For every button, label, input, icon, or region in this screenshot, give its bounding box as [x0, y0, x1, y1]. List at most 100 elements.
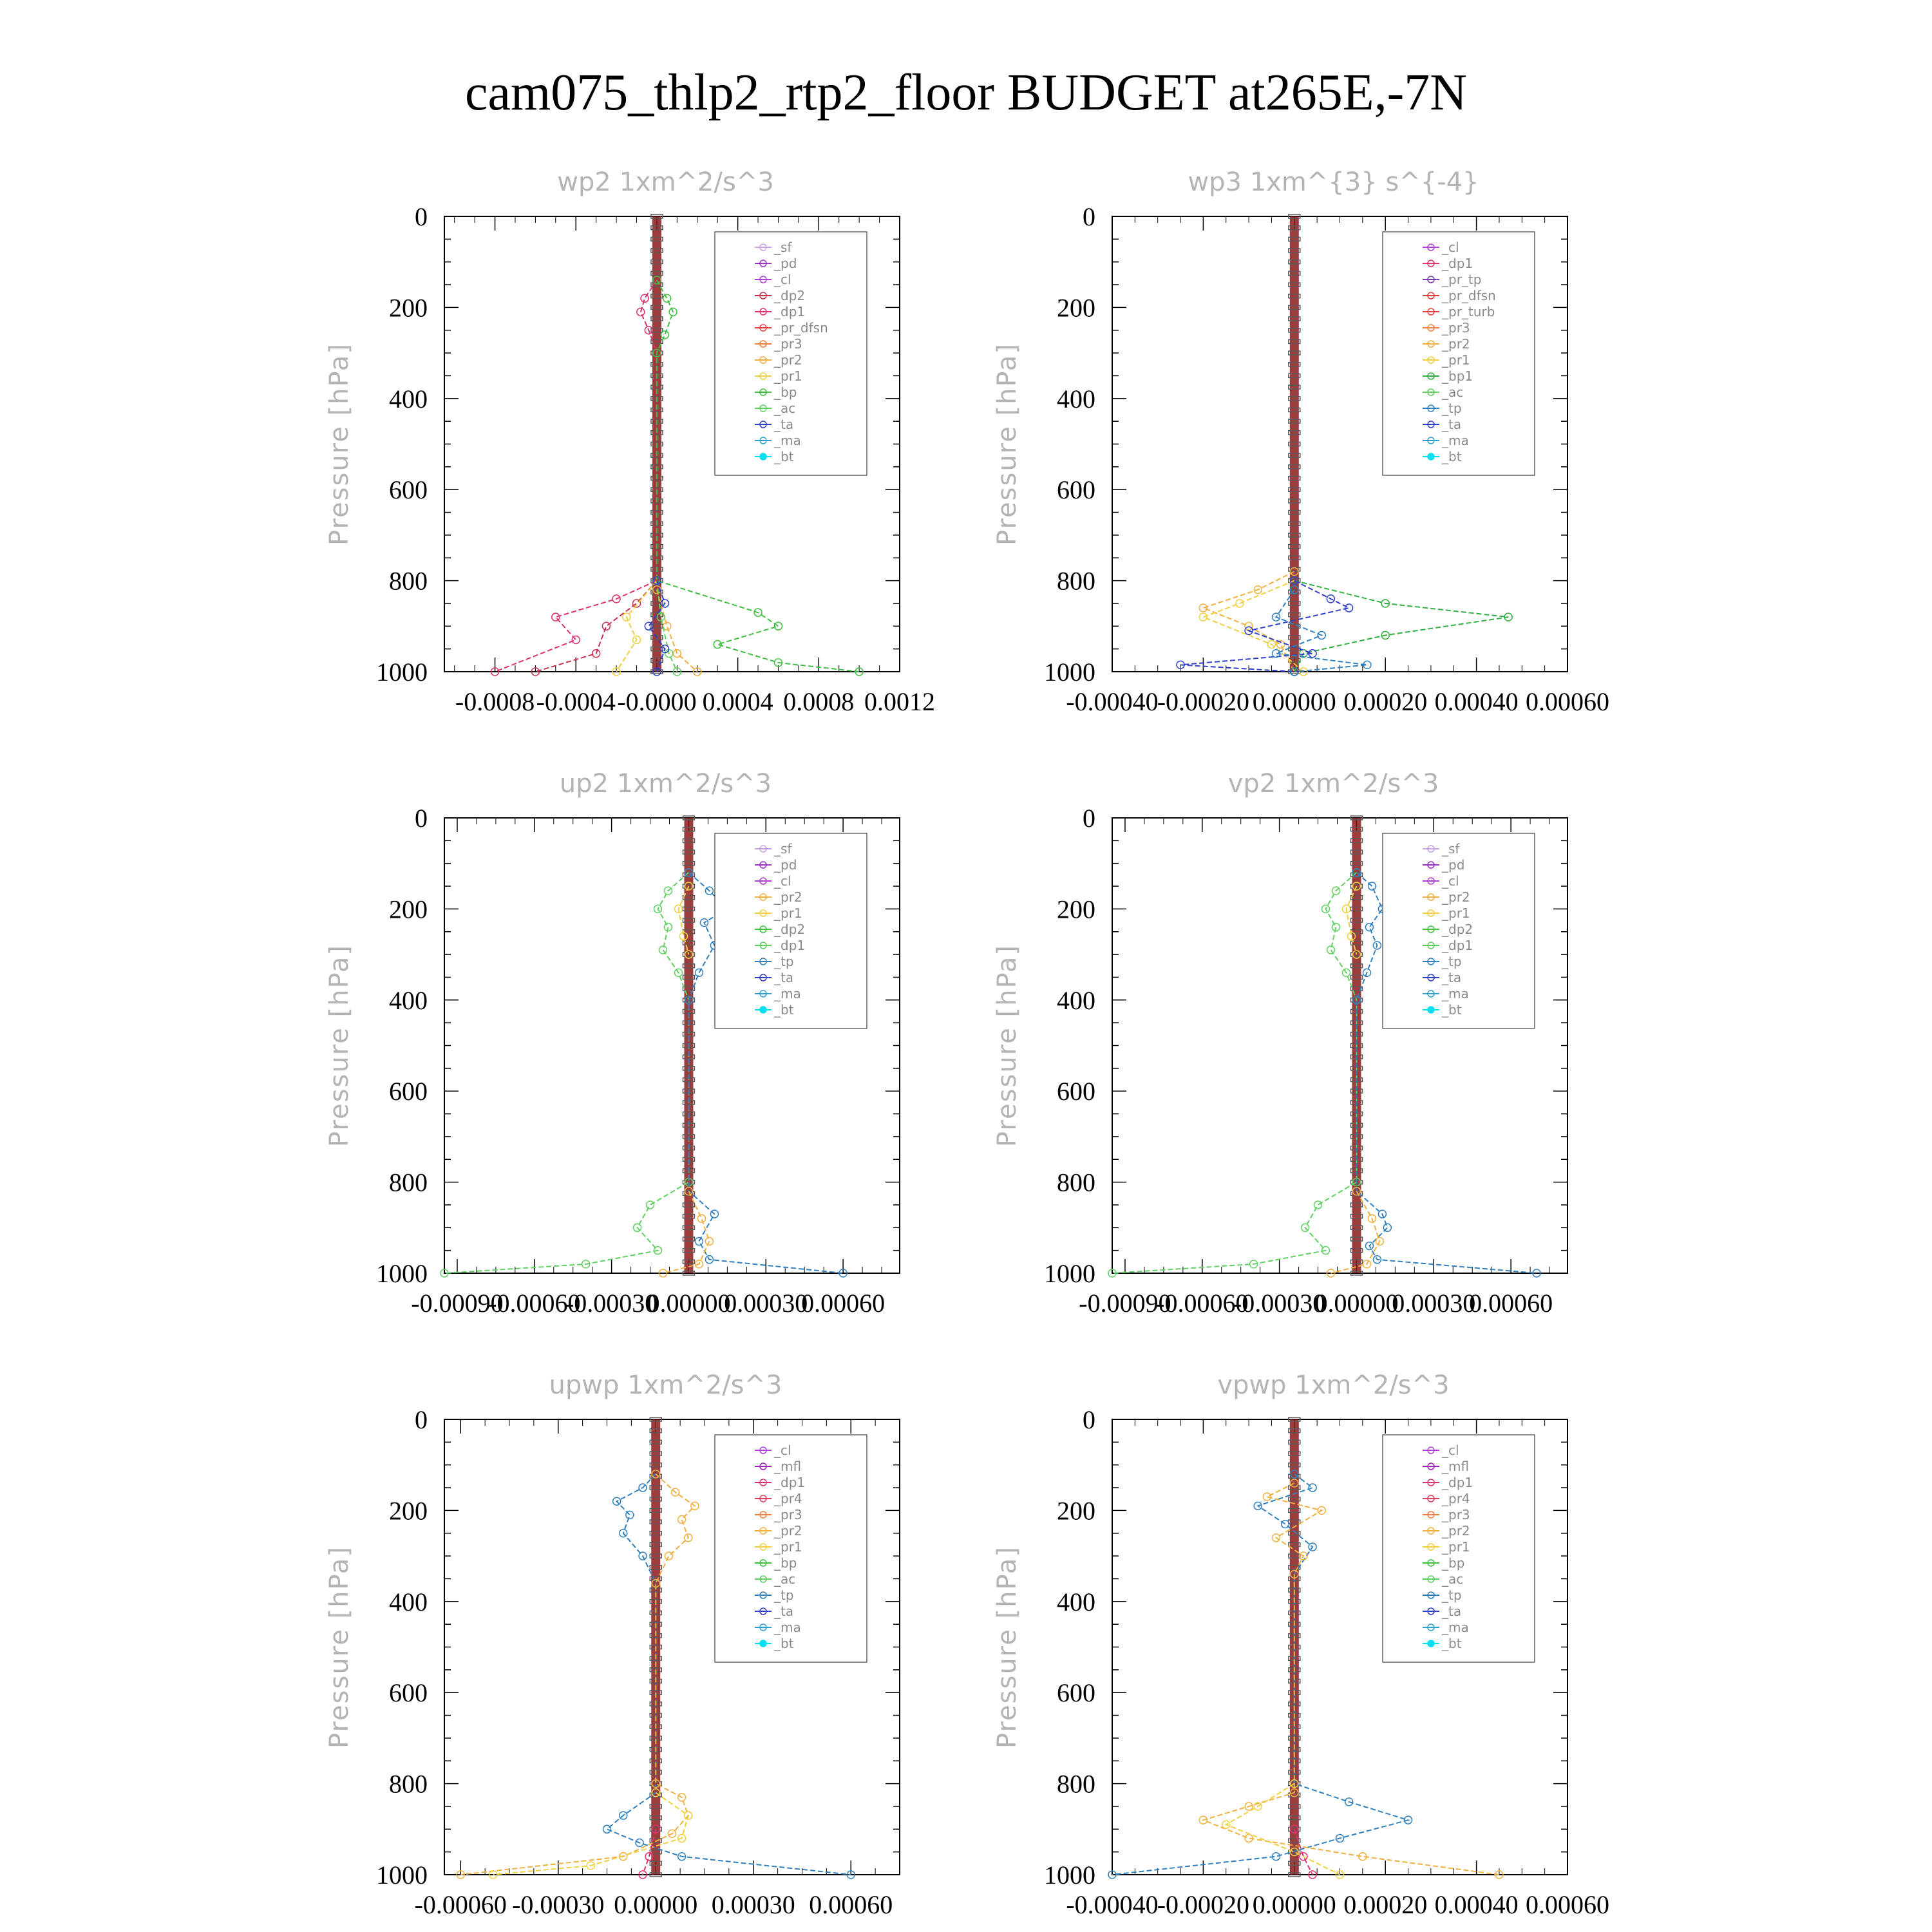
series-point-tp — [1372, 1255, 1382, 1264]
legend-box — [1382, 833, 1535, 1029]
zero-line-marker — [682, 918, 696, 923]
legend-marker — [759, 974, 767, 981]
zero-line-marker — [1288, 362, 1301, 367]
series-point-pr2 — [1290, 1788, 1299, 1797]
zero-line-marker — [1288, 339, 1301, 345]
zero-line-marker — [649, 1838, 662, 1843]
zero-line-marker — [649, 1815, 662, 1821]
series-point-pr2 — [651, 1779, 660, 1788]
zero-line-marker — [650, 248, 663, 253]
x-tick-label: 0.00000 — [647, 1289, 730, 1318]
legend-entry: _ta — [1441, 1604, 1461, 1619]
legend-marker — [759, 1479, 767, 1486]
x-tick-label: -0.00060 — [488, 1289, 580, 1318]
zero-line-marker — [682, 1225, 696, 1231]
series-point-pr1 — [684, 950, 694, 959]
y-axis-label: Pressure [hPa] — [325, 944, 354, 1147]
series-point-tp — [1271, 1852, 1281, 1861]
series-point-ta — [660, 599, 670, 608]
series-point-pr2 — [690, 1501, 699, 1511]
legend-entry: _sf — [773, 841, 792, 857]
x-tick-label: 0.00000 — [1314, 1289, 1398, 1318]
legend-entry: _dp1 — [773, 304, 805, 319]
legend-marker — [759, 340, 767, 348]
series-point-dp2 — [632, 599, 641, 608]
legend-marker — [759, 421, 767, 428]
y-tick-label: 1000 — [376, 658, 428, 687]
legend-marker — [1427, 243, 1435, 251]
legend-marker — [759, 1006, 767, 1014]
series-point-dp1 — [632, 1223, 642, 1233]
zero-line-marker — [1288, 1861, 1301, 1866]
y-tick-label: 1000 — [1044, 658, 1095, 687]
series-point-pr2 — [1271, 1533, 1281, 1542]
zero-line-marker — [682, 1271, 696, 1276]
y-tick-label: 0 — [415, 1405, 428, 1434]
y-tick-label: 200 — [1057, 895, 1095, 923]
series-point-tp — [1372, 941, 1382, 950]
x-tick-label: -0.00030 — [565, 1289, 658, 1318]
x-tick-label: 0.00060 — [1469, 1289, 1553, 1318]
series-point-dp1 — [1341, 968, 1351, 978]
series-point-dp1 — [1321, 904, 1331, 914]
legend-entry: _cl — [1441, 1443, 1459, 1458]
series-point-pr1 — [651, 1788, 660, 1797]
zero-line-marker — [1288, 225, 1301, 231]
zero-line-marker — [1350, 918, 1363, 923]
legend-marker — [1427, 388, 1435, 396]
zero-line-marker — [1350, 1247, 1363, 1253]
legend-entry: _bt — [1441, 449, 1462, 464]
legend-marker — [1427, 260, 1435, 267]
series-point-tp — [1352, 996, 1361, 1005]
legend-entry: _mfl — [773, 1459, 801, 1474]
series-point-ac — [672, 667, 682, 676]
series-point-pr1 — [612, 667, 621, 676]
x-tick-label: 0.00060 — [1526, 1890, 1609, 1919]
legend-marker — [1427, 1543, 1435, 1551]
series-line-dp1 — [444, 872, 690, 1274]
zero-line-marker — [682, 1236, 696, 1242]
series-point-pr2 — [1352, 1186, 1361, 1196]
legend-entry: _pr1 — [773, 368, 802, 384]
series-point-pr2 — [697, 1214, 706, 1223]
series-point-pr2 — [677, 1515, 687, 1524]
series-point-tp — [612, 1497, 621, 1506]
x-tick-label: 0.0012 — [864, 687, 935, 716]
zero-line-marker — [650, 282, 663, 287]
figure-title: cam075_thlp2_rtp2_floor BUDGET at265E,-7… — [465, 64, 1467, 121]
x-tick-label: -0.00040 — [1066, 1890, 1158, 1919]
legend-entry: _pr2 — [1441, 1523, 1470, 1539]
y-tick-label: 400 — [1057, 986, 1095, 1015]
legend-entry: _pr_dfsn — [1441, 288, 1496, 303]
legend-marker — [759, 958, 767, 965]
legend-marker — [759, 1607, 767, 1615]
zero-line-marker — [650, 635, 663, 640]
series-point-pr2 — [694, 1260, 704, 1269]
legend-marker — [759, 1624, 767, 1631]
series-point-bp — [855, 667, 864, 676]
zero-line-marker — [1350, 860, 1363, 866]
legend-marker — [759, 260, 767, 267]
series-point-pr2 — [1244, 621, 1253, 631]
series-point-tp — [1363, 660, 1372, 670]
chart-panel-3: up2 1xm^2/s^3 Pressure [hPa] 0 200 400 600 800… — [325, 769, 900, 1318]
zero-line-marker — [1350, 974, 1363, 980]
series-point-tp — [1271, 649, 1281, 658]
zero-line-marker — [1288, 350, 1301, 355]
x-tick-label: -0.00060 — [415, 1890, 507, 1919]
legend-marker — [1427, 1527, 1435, 1535]
legend-entry: _tp — [1441, 401, 1462, 416]
series-point-tp — [1290, 667, 1299, 676]
zero-line-marker — [1288, 214, 1301, 219]
legend-entry: _tp — [773, 954, 794, 969]
zero-line-marker — [1350, 1271, 1363, 1276]
legend-marker — [759, 1495, 767, 1502]
chart-panel-2: wp3 1xm^{3} s^{-4} Pressure [hPa] 0 200 400 6… — [992, 167, 1609, 716]
series-point-pr2 — [1358, 1852, 1367, 1861]
zero-line-marker — [1288, 533, 1301, 538]
series-point-pr1 — [1290, 1779, 1299, 1788]
series-point-pr1 — [1198, 612, 1208, 621]
y-tick-label: 400 — [1057, 1587, 1095, 1616]
legend-entry: _pr3 — [773, 1507, 802, 1522]
y-tick-label: 800 — [1057, 567, 1095, 596]
